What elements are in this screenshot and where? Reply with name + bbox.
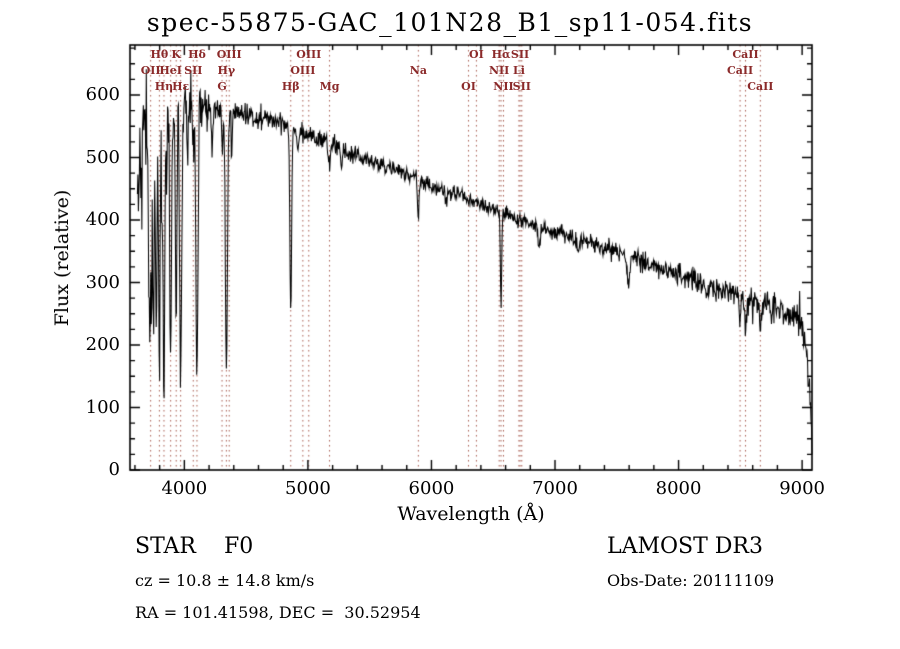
spectral-line-label: Hβ <box>281 80 300 93</box>
spectral-line-label: SII <box>512 80 531 93</box>
x-tick-label: 5000 <box>285 478 331 499</box>
spectral-line-label: OIII <box>296 48 322 61</box>
spectral-line-label: G <box>217 80 227 93</box>
y-tick-label: 100 <box>85 396 120 418</box>
x-tick-label: 6000 <box>408 478 455 499</box>
spectral-line-label: Hγ <box>217 64 236 77</box>
spectral-line-label: Hα <box>491 48 511 61</box>
y-tick-label: 600 <box>85 84 120 105</box>
spectral-line-label: Hθ <box>150 48 169 61</box>
x-tick-label: 7000 <box>532 478 578 499</box>
spectral-line-label: CaII <box>747 80 774 93</box>
spectral-line-label: CaII <box>732 48 759 61</box>
spectral-line-label: Hδ <box>188 48 206 61</box>
spectral-line-label: CaII <box>726 64 754 77</box>
survey-label: LAMOST DR3 <box>607 534 763 559</box>
spectral-line-label: Mg <box>319 80 340 93</box>
x-tick-label: 4000 <box>161 478 208 499</box>
x-tick-label: 8000 <box>655 478 702 499</box>
spectral-line-label: Hε <box>172 80 190 93</box>
spectral-line-label: OIII <box>216 48 242 61</box>
spectral-line-label: OII <box>140 64 161 77</box>
y-tick-label: 300 <box>85 271 120 293</box>
cz-velocity-text: cz = 10.8 ± 14.8 km/s <box>135 571 315 590</box>
spectral-line-label: NII <box>488 64 510 77</box>
spectral-line-label: NII <box>493 80 514 93</box>
spectral-line-label: HeI <box>159 64 182 77</box>
spectral-line-label: OI <box>469 48 484 61</box>
ra-dec-text: RA = 101.41598, DEC = 30.52954 <box>135 603 421 622</box>
y-tick-label: 200 <box>85 334 120 355</box>
plot-title: spec-55875-GAC_101N28_B1_sp11-054.fits <box>146 8 754 37</box>
obs-date-text: Obs-Date: 20111109 <box>607 571 775 590</box>
spectral-line-label: K <box>171 48 181 61</box>
y-tick-label: 400 <box>85 209 120 230</box>
spectral-line-label: SII <box>510 48 530 61</box>
x-tick-label: 9000 <box>779 478 826 499</box>
x-axis-label: Wavelength (Å) <box>397 503 545 525</box>
spectral-line-label: Li <box>512 64 525 77</box>
spectral-line-label: Hη <box>154 80 174 93</box>
y-tick-label: 500 <box>85 146 120 168</box>
spectral-line-label: OIII <box>290 64 316 77</box>
spectral-line-label: SII <box>184 64 203 77</box>
object-class-label: STAR F0 <box>135 534 254 559</box>
y-tick-label: 0 <box>108 459 120 480</box>
spectral-line-label: OI <box>461 80 476 93</box>
spectral-line-label: Na <box>409 64 427 77</box>
